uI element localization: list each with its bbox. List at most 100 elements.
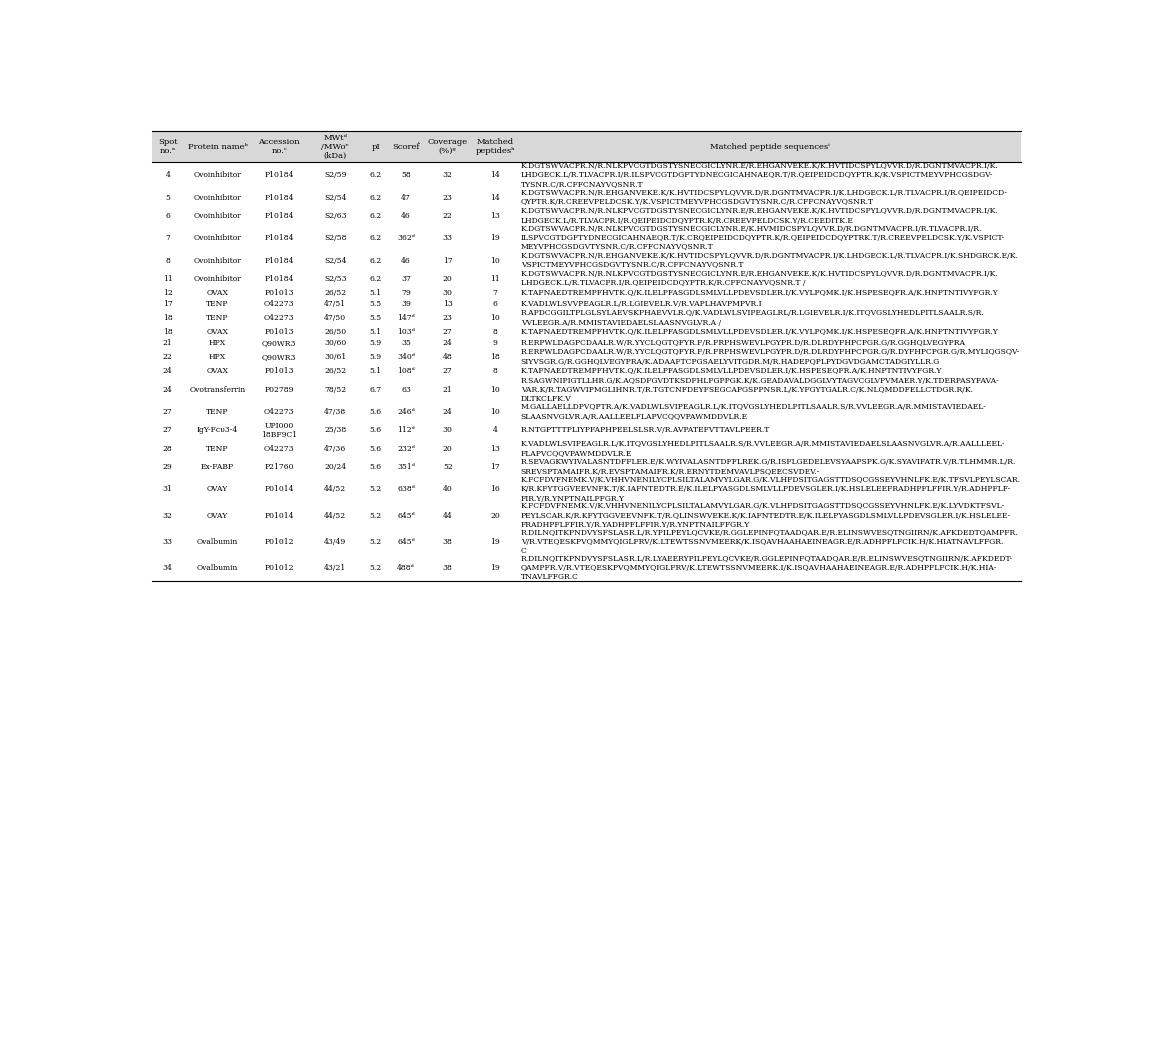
Text: 362ᵈ: 362ᵈ xyxy=(398,234,415,243)
Text: 16: 16 xyxy=(490,485,501,493)
Text: 40: 40 xyxy=(443,485,453,493)
Text: 23: 23 xyxy=(443,314,453,322)
Text: O42273: O42273 xyxy=(264,445,295,453)
Text: P10184: P10184 xyxy=(265,234,294,243)
Text: Scoreḟ: Scoreḟ xyxy=(392,143,420,151)
Text: P01013: P01013 xyxy=(265,368,294,375)
Text: K.DGTSWVACPR.N/R.EHGANVEKE.K/K.HVTIDCSPYLQVVR.D/R.DGNTMVACPR.I/K.LHDGECK.L/R.TLV: K.DGTSWVACPR.N/R.EHGANVEKE.K/K.HVTIDCSPY… xyxy=(520,252,1018,269)
Text: Ovoinhibitor: Ovoinhibitor xyxy=(194,172,242,179)
Text: 112ᵈ: 112ᵈ xyxy=(398,426,415,435)
Text: 6.2: 6.2 xyxy=(370,212,381,219)
Text: OVAY: OVAY xyxy=(207,485,228,493)
Text: R.ERPWLDAGPCDAALR.W/R.YYCLQGTQFYR.F/R.FRPHSWEVLPGYPR.D/R.DLRDYFHPCPGR.G/R.DYFHPC: R.ERPWLDAGPCDAALR.W/R.YYCLQGTQFYR.F/R.FR… xyxy=(520,349,1020,366)
Text: Ovoinhibitor: Ovoinhibitor xyxy=(194,194,242,201)
Text: 488ᵈ: 488ᵈ xyxy=(398,564,415,572)
Text: Ex-FABP: Ex-FABP xyxy=(201,463,234,471)
Text: 20: 20 xyxy=(490,512,501,519)
Text: P01014: P01014 xyxy=(265,485,294,493)
Text: 18: 18 xyxy=(490,353,501,361)
Text: 21: 21 xyxy=(163,339,172,347)
Text: Coverage
(%)ᵍ: Coverage (%)ᵍ xyxy=(428,138,468,156)
Text: 8: 8 xyxy=(492,368,498,375)
Text: 26/52: 26/52 xyxy=(325,289,347,297)
Text: K.DGTSWVACPR.N/R.EHGANVEKE.K/K.HVTIDCSPYLQVVR.D/R.DGNTMVACPR.I/K.LHDGECK.L/R.TLV: K.DGTSWVACPR.N/R.EHGANVEKE.K/K.HVTIDCSPY… xyxy=(520,189,1008,207)
Text: 232ᵈ: 232ᵈ xyxy=(398,445,415,453)
Text: 638ᵈ: 638ᵈ xyxy=(398,485,415,493)
Text: K.TAFNAEDTREMPFHVTK.Q/K.ILELPFASGDLSMLVLLPDEVSDLER.I/K.VYLPQMK.I/K.HSPESEQFR.A/K: K.TAFNAEDTREMPFHVTK.Q/K.ILELPFASGDLSMLVL… xyxy=(520,289,999,297)
Text: 43/49: 43/49 xyxy=(324,537,347,546)
Text: 8: 8 xyxy=(165,257,170,265)
Text: 6: 6 xyxy=(492,300,498,307)
Text: 21: 21 xyxy=(443,386,453,393)
Text: M.GALLAELLDPVQPTR.A/K.VADLWLSVIPEAGLR.L/K.ITQVGSLYHEDLPITLSAALR.S/R.VVLEEGR.A/R.: M.GALLAELLDPVQPTR.A/K.VADLWLSVIPEAGLR.L/… xyxy=(520,404,987,421)
Text: 34: 34 xyxy=(163,564,172,572)
Text: 10: 10 xyxy=(490,257,501,265)
Text: R.ERPWLDAGPCDAALR.W/R.YYCLQGTQFYR.F/R.FRPHSWEVLPGYPR.D/R.DLRDYFHPCPGR.G/R.GGHQLV: R.ERPWLDAGPCDAALR.W/R.YYCLQGTQFYR.F/R.FR… xyxy=(520,339,965,347)
Text: P01012: P01012 xyxy=(265,537,294,546)
Text: P10184: P10184 xyxy=(265,257,294,265)
Text: 5.2: 5.2 xyxy=(370,564,381,572)
Text: 5.6: 5.6 xyxy=(370,445,381,453)
Text: R.DILNQITKPNDVYSFSLASR.L/R.LYAEERYPILPEYLQCVKE/R.GGLEPINFQTAADQAR.E/R.ELINSWVESQ: R.DILNQITKPNDVYSFSLASR.L/R.LYAEERYPILPEY… xyxy=(520,555,1013,581)
Text: 5.9: 5.9 xyxy=(370,339,381,347)
Text: Q90WR3: Q90WR3 xyxy=(262,339,297,347)
Text: 44/52: 44/52 xyxy=(325,485,347,493)
Text: 7: 7 xyxy=(165,234,170,243)
Text: OVAX: OVAX xyxy=(207,368,229,375)
Text: S2/59: S2/59 xyxy=(324,172,347,179)
Text: P01012: P01012 xyxy=(265,564,294,572)
Text: 39: 39 xyxy=(401,300,412,307)
Text: 47: 47 xyxy=(401,194,412,201)
Text: O42273: O42273 xyxy=(264,408,295,417)
Text: 5.1: 5.1 xyxy=(370,329,381,336)
Text: 44/52: 44/52 xyxy=(325,512,347,519)
Text: 37: 37 xyxy=(401,275,412,283)
Text: 35: 35 xyxy=(401,339,412,347)
Text: 5.2: 5.2 xyxy=(370,512,381,519)
Text: 52: 52 xyxy=(443,463,453,471)
Text: 5.1: 5.1 xyxy=(370,289,381,297)
Text: 44: 44 xyxy=(443,512,453,519)
Text: 47/36: 47/36 xyxy=(324,445,347,453)
Text: 5: 5 xyxy=(165,194,170,201)
Text: Ovalbumin: Ovalbumin xyxy=(197,564,238,572)
Text: 10: 10 xyxy=(490,386,501,393)
Text: K.VADLWLSVIPEAGLR.L/K.ITQVGSLYHEDLPITLSAALR.S/R.VVLEEGR.A/R.MMISTAVIEDAELSLAASNV: K.VADLWLSVIPEAGLR.L/K.ITQVGSLYHEDLPITLSA… xyxy=(520,440,1006,457)
Text: 32: 32 xyxy=(443,172,453,179)
Text: 13: 13 xyxy=(490,212,501,219)
Text: TENP: TENP xyxy=(206,445,229,453)
Text: P01013: P01013 xyxy=(265,329,294,336)
Text: P10184: P10184 xyxy=(265,172,294,179)
Text: K.TAFNAEDTREMPFHVTK.Q/K.ILELPFASGDLSMLVLLPDEVSDLER.I/K.HSPESEQFR.A/K.HNPTNTIVYFG: K.TAFNAEDTREMPFHVTK.Q/K.ILELPFASGDLSMLVL… xyxy=(520,368,942,375)
Text: 11: 11 xyxy=(490,275,501,283)
Text: 33: 33 xyxy=(443,234,453,243)
Text: 7: 7 xyxy=(492,289,498,297)
Text: K.DGTSWVACPR.N/R.NLKPVCGTDGSTYSNECGICLYNR.E/K.HVMIDCSPYLQVVR.D/R.DGNTMVACPR.I/R.: K.DGTSWVACPR.N/R.NLKPVCGTDGSTYSNECGICLYN… xyxy=(520,225,1005,251)
Text: Ovotransferrin: Ovotransferrin xyxy=(190,386,245,393)
Text: R.SEVAGKWYIVALASNTDFFLER.E/K.WYIVALASNTDFFLREK.G/R.ISFLGEDELEVSYAAPSPK.G/K.SYAVI: R.SEVAGKWYIVALASNTDFFLER.E/K.WYIVALASNTD… xyxy=(520,459,1016,476)
Text: P01013: P01013 xyxy=(265,289,294,297)
Text: OVAX: OVAX xyxy=(207,329,229,336)
Text: OVAX: OVAX xyxy=(207,289,229,297)
Text: 18: 18 xyxy=(163,329,172,336)
Text: pI: pI xyxy=(371,143,380,151)
Text: MWtᵈ
/MWoᵉ
(kDa): MWtᵈ /MWoᵉ (kDa) xyxy=(321,134,349,160)
Text: 48: 48 xyxy=(443,353,453,361)
Text: K.DGTSWVACPR.N/R.NLKPVCGTDGSTYSNECGICLYNR.E/R.EHGANVEKE.K/K.HVTIDCSPYLQVVR.D/R.D: K.DGTSWVACPR.N/R.NLKPVCGTDGSTYSNECGICLYN… xyxy=(520,270,999,287)
Text: 26/50: 26/50 xyxy=(325,329,347,336)
Text: K.VADLWLSVVPEAGLR.L/R.LGIEVELR.V/R.VAPLHAVPMPVR.I: K.VADLWLSVVPEAGLR.L/R.LGIEVELR.V/R.VAPLH… xyxy=(520,300,763,307)
Text: 5.2: 5.2 xyxy=(370,537,381,546)
Text: 18: 18 xyxy=(163,314,172,322)
Text: 38: 38 xyxy=(443,537,453,546)
Text: R.NTGPTTTPLIYPFAPHPEELSLSR.V/R.AVPATEFVTTAVLPEER.T: R.NTGPTTTPLIYPFAPHPEELSLSR.V/R.AVPATEFVT… xyxy=(520,426,770,435)
Text: Protein nameᵇ: Protein nameᵇ xyxy=(187,143,247,151)
Text: 5.6: 5.6 xyxy=(370,408,381,417)
Text: 20: 20 xyxy=(443,445,453,453)
Text: 26/52: 26/52 xyxy=(325,368,347,375)
Text: 6.7: 6.7 xyxy=(370,386,381,393)
Text: P21760: P21760 xyxy=(265,463,294,471)
Text: R.DILNQITKPNDVYSFSLASR.L/R.YPILPEYLQCVKE/R.GGLEPINFQTAADQAR.E/R.ELINSWVESQTNGIIR: R.DILNQITKPNDVYSFSLASR.L/R.YPILPEYLQCVKE… xyxy=(520,529,1018,555)
Text: 8: 8 xyxy=(492,329,498,336)
Text: 24: 24 xyxy=(163,368,172,375)
Text: 13: 13 xyxy=(443,300,453,307)
